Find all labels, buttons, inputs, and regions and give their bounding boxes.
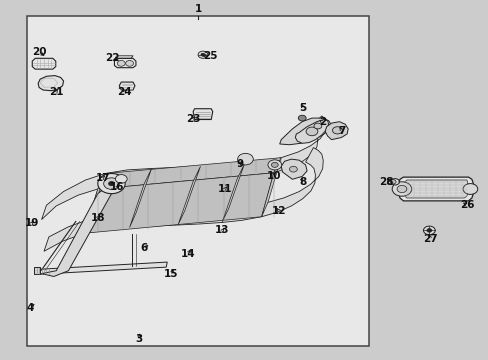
Polygon shape: [98, 158, 281, 189]
Circle shape: [289, 166, 297, 172]
Text: 26: 26: [459, 200, 473, 210]
Text: 16: 16: [110, 182, 124, 192]
Polygon shape: [41, 116, 326, 220]
Polygon shape: [222, 164, 244, 222]
Bar: [27, 16, 368, 346]
Circle shape: [108, 181, 114, 186]
Polygon shape: [178, 166, 200, 225]
Polygon shape: [38, 262, 167, 274]
Polygon shape: [41, 188, 111, 276]
Text: 23: 23: [185, 114, 200, 124]
Text: 21: 21: [49, 87, 63, 97]
Polygon shape: [403, 180, 467, 198]
Circle shape: [267, 160, 281, 170]
Polygon shape: [325, 122, 347, 140]
Text: 13: 13: [215, 225, 229, 235]
Text: 6: 6: [141, 243, 147, 253]
Text: 5: 5: [299, 103, 306, 113]
Circle shape: [391, 182, 411, 196]
Polygon shape: [261, 158, 281, 217]
Text: 25: 25: [203, 51, 217, 61]
Circle shape: [332, 127, 342, 134]
Text: 28: 28: [378, 177, 393, 187]
Text: 10: 10: [266, 171, 281, 181]
Circle shape: [201, 53, 204, 56]
Circle shape: [237, 153, 253, 165]
Text: 19: 19: [24, 218, 39, 228]
Polygon shape: [387, 179, 398, 185]
Circle shape: [305, 127, 317, 136]
Text: 15: 15: [163, 269, 178, 279]
Text: 3: 3: [136, 334, 142, 344]
Polygon shape: [279, 118, 331, 145]
Circle shape: [125, 60, 133, 66]
Polygon shape: [129, 168, 151, 228]
Circle shape: [423, 226, 434, 235]
Polygon shape: [119, 82, 135, 90]
Text: 4: 4: [26, 303, 34, 313]
Text: 11: 11: [217, 184, 232, 194]
Polygon shape: [38, 76, 63, 91]
Circle shape: [313, 123, 321, 129]
Text: 18: 18: [90, 213, 105, 223]
Polygon shape: [32, 58, 56, 69]
Circle shape: [117, 60, 125, 66]
Text: 14: 14: [181, 249, 195, 259]
Text: 20: 20: [32, 47, 46, 57]
Circle shape: [396, 185, 406, 193]
Text: 22: 22: [105, 53, 120, 63]
Text: 1: 1: [194, 4, 201, 14]
Text: 7: 7: [338, 126, 346, 136]
Circle shape: [271, 162, 278, 167]
Text: 17: 17: [95, 173, 110, 183]
Circle shape: [198, 51, 207, 58]
Text: 24: 24: [117, 87, 132, 97]
Circle shape: [426, 229, 431, 232]
Polygon shape: [398, 177, 472, 201]
Polygon shape: [281, 159, 306, 179]
Circle shape: [103, 178, 119, 189]
Circle shape: [98, 174, 125, 194]
Polygon shape: [193, 109, 212, 120]
Text: 2: 2: [319, 117, 325, 127]
Text: 27: 27: [422, 234, 437, 244]
Text: 12: 12: [271, 206, 285, 216]
Circle shape: [389, 180, 395, 184]
Polygon shape: [84, 174, 105, 233]
Circle shape: [298, 115, 305, 121]
Polygon shape: [84, 173, 273, 233]
Text: 9: 9: [236, 159, 243, 169]
Polygon shape: [44, 148, 323, 251]
Polygon shape: [114, 58, 136, 68]
Text: 8: 8: [299, 177, 306, 187]
Polygon shape: [295, 120, 328, 143]
Circle shape: [462, 184, 477, 194]
Circle shape: [115, 175, 127, 183]
Polygon shape: [34, 267, 40, 274]
